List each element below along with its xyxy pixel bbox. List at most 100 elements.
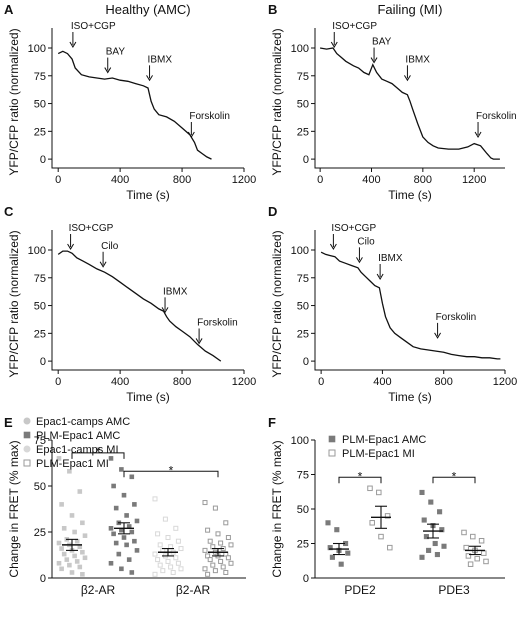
data-point	[345, 550, 351, 556]
data-point	[439, 527, 445, 533]
data-point	[56, 560, 62, 566]
y-tick-label: 50	[297, 504, 309, 516]
y-tick-label: 25	[34, 328, 46, 340]
y-tick-label: 0	[303, 356, 309, 368]
data-point	[205, 553, 211, 559]
data-point	[467, 561, 474, 567]
significance-star: *	[452, 469, 457, 483]
data-point	[421, 517, 427, 523]
data-point	[80, 572, 85, 577]
data-point	[152, 551, 158, 557]
x-tick-label: 1200	[462, 174, 486, 186]
x-axis-label: Time (s)	[126, 390, 170, 404]
y-tick-label: 75	[34, 71, 46, 83]
data-point	[74, 559, 80, 564]
y-tick-label: 100	[291, 435, 309, 447]
category-label: PDE3	[438, 583, 470, 597]
data-point	[111, 531, 116, 537]
data-point	[478, 537, 485, 544]
legend-marker	[328, 449, 336, 457]
annotation-arrow-head	[356, 257, 363, 264]
data-point	[155, 531, 161, 537]
annotation-arrow-head	[474, 131, 482, 138]
data-point	[432, 540, 438, 547]
data-point	[434, 551, 440, 558]
data-point	[134, 518, 140, 524]
annotation-label: ISO+CGP	[71, 21, 116, 32]
data-point	[483, 558, 489, 565]
data-point	[334, 527, 340, 533]
x-axis-label: Time (s)	[388, 188, 432, 202]
y-tick-label: 0	[40, 573, 46, 585]
data-point	[157, 542, 163, 548]
panel-title: Failing (MI)	[377, 2, 442, 17]
data-point	[175, 560, 181, 566]
y-tick-label: 25	[297, 328, 309, 340]
data-point	[426, 547, 432, 553]
data-point	[126, 557, 132, 562]
data-point	[56, 456, 62, 461]
y-axis-label: YFP/CFP ratio (normalized)	[7, 230, 21, 377]
data-point	[218, 540, 224, 546]
annotation-label: Forskolin	[197, 317, 238, 328]
axes-frame	[314, 230, 505, 371]
y-tick-label: 50	[34, 481, 46, 493]
y-tick-label: 0	[40, 356, 46, 368]
data-point	[325, 520, 331, 526]
data-point	[113, 540, 119, 546]
y-tick-label: 50	[297, 99, 309, 111]
data-point	[461, 529, 467, 536]
x-tick-label: 400	[373, 376, 391, 388]
y-axis-label: Change in FRET (% max)	[270, 440, 284, 577]
annotation-arrow-head	[195, 338, 203, 345]
x-tick-label: 0	[55, 376, 61, 388]
data-point	[327, 545, 333, 551]
y-tick-label: 75	[34, 435, 46, 447]
data-point	[223, 520, 229, 526]
data-point	[165, 558, 171, 564]
data-point	[108, 456, 114, 461]
y-tick-label: 0	[303, 573, 309, 585]
data-point	[441, 543, 447, 549]
panel-letter: D	[268, 204, 277, 219]
legend-marker	[328, 435, 336, 443]
significance-bracket	[123, 470, 219, 478]
annotation-label: IBMX	[378, 253, 403, 264]
data-point	[116, 551, 122, 557]
y-tick-label: 75	[297, 470, 309, 482]
annotation-arrow-head	[187, 131, 195, 138]
data-point	[205, 571, 211, 577]
panel-letter: C	[4, 204, 14, 219]
data-point	[165, 535, 171, 541]
x-tick-label: 800	[173, 174, 191, 186]
trace-line	[57, 50, 212, 160]
significance-star: *	[358, 469, 363, 483]
y-tick-label: 50	[34, 99, 46, 111]
annotation-arrow-head	[99, 261, 107, 268]
y-axis-label: YFP/CFP ratio (normalized)	[270, 28, 284, 175]
data-point	[80, 520, 85, 526]
data-point	[124, 542, 129, 548]
significance-bracket	[432, 476, 476, 484]
data-point	[218, 558, 224, 564]
data-point	[437, 509, 443, 515]
legend-marker	[23, 417, 31, 425]
annotation-arrow-head	[104, 67, 112, 74]
data-point	[160, 568, 166, 574]
data-point	[338, 561, 344, 567]
data-point	[108, 526, 114, 531]
data-point	[152, 496, 158, 502]
x-tick-label: 1200	[232, 174, 256, 186]
data-point	[228, 560, 234, 566]
data-point	[59, 502, 64, 507]
y-tick-label: 25	[297, 126, 309, 138]
x-tick-label: 1200	[493, 376, 517, 388]
annotation-arrow-head	[330, 41, 338, 48]
data-point	[470, 533, 476, 540]
x-axis-label: Time (s)	[388, 390, 432, 404]
legend-label: PLM-Epac1 AMC	[36, 430, 120, 442]
data-point	[72, 553, 77, 559]
y-tick-label: 0	[303, 154, 309, 166]
y-tick-label: 75	[34, 273, 46, 285]
panel-letter: B	[268, 2, 277, 17]
